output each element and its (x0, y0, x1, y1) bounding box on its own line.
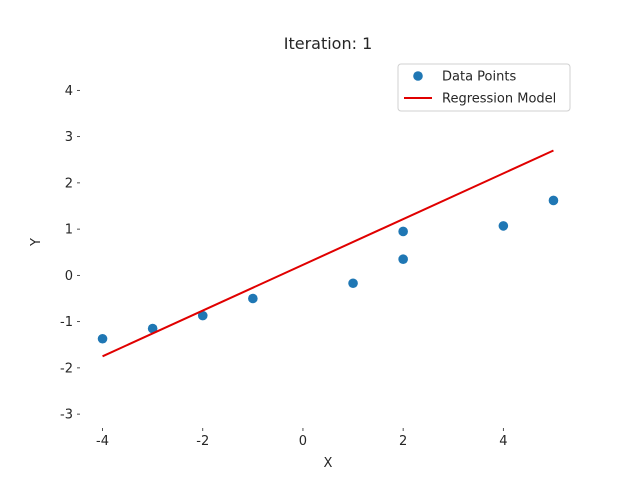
y-tick-label: 0 (65, 269, 73, 284)
x-tick-label: 2 (399, 434, 407, 449)
data-point (147, 323, 158, 334)
y-tick-label: -3 (60, 408, 73, 423)
legend-label: Data Points (442, 70, 516, 85)
legend-box (397, 63, 571, 112)
y-tick-label: -1 (60, 315, 73, 330)
y-axis: -3 -2 -1 0 1 2 3 4 (60, 84, 80, 423)
chart-title: Iteration: 1 (284, 34, 373, 53)
y-tick-label: -2 (60, 361, 73, 376)
legend-label: Regression Model (442, 92, 556, 107)
y-axis-label: Y (29, 238, 44, 247)
x-tick-label: 4 (499, 434, 507, 449)
data-point (97, 333, 108, 344)
regression-line (102, 149, 554, 358)
legend-marker-swatch (413, 71, 423, 81)
x-axis-label: X (324, 456, 333, 471)
y-tick-label: 1 (65, 223, 73, 238)
data-point (248, 293, 258, 304)
data-point (197, 310, 208, 321)
data-point (498, 221, 509, 231)
y-tick-label: 4 (65, 84, 73, 99)
data-point (398, 226, 408, 237)
y-tick-label: 2 (65, 176, 73, 191)
legend: Data Points Regression Model (397, 63, 571, 112)
data-point (398, 254, 408, 264)
x-tick-label: -2 (196, 434, 209, 449)
data-point (548, 195, 559, 206)
x-tick-label: 0 (299, 434, 307, 449)
y-tick-label: 3 (65, 130, 73, 145)
data-point (348, 278, 358, 289)
x-axis: -4 -2 0 2 4 (96, 428, 507, 449)
plot-area (97, 149, 559, 358)
x-tick-label: -4 (96, 434, 109, 449)
